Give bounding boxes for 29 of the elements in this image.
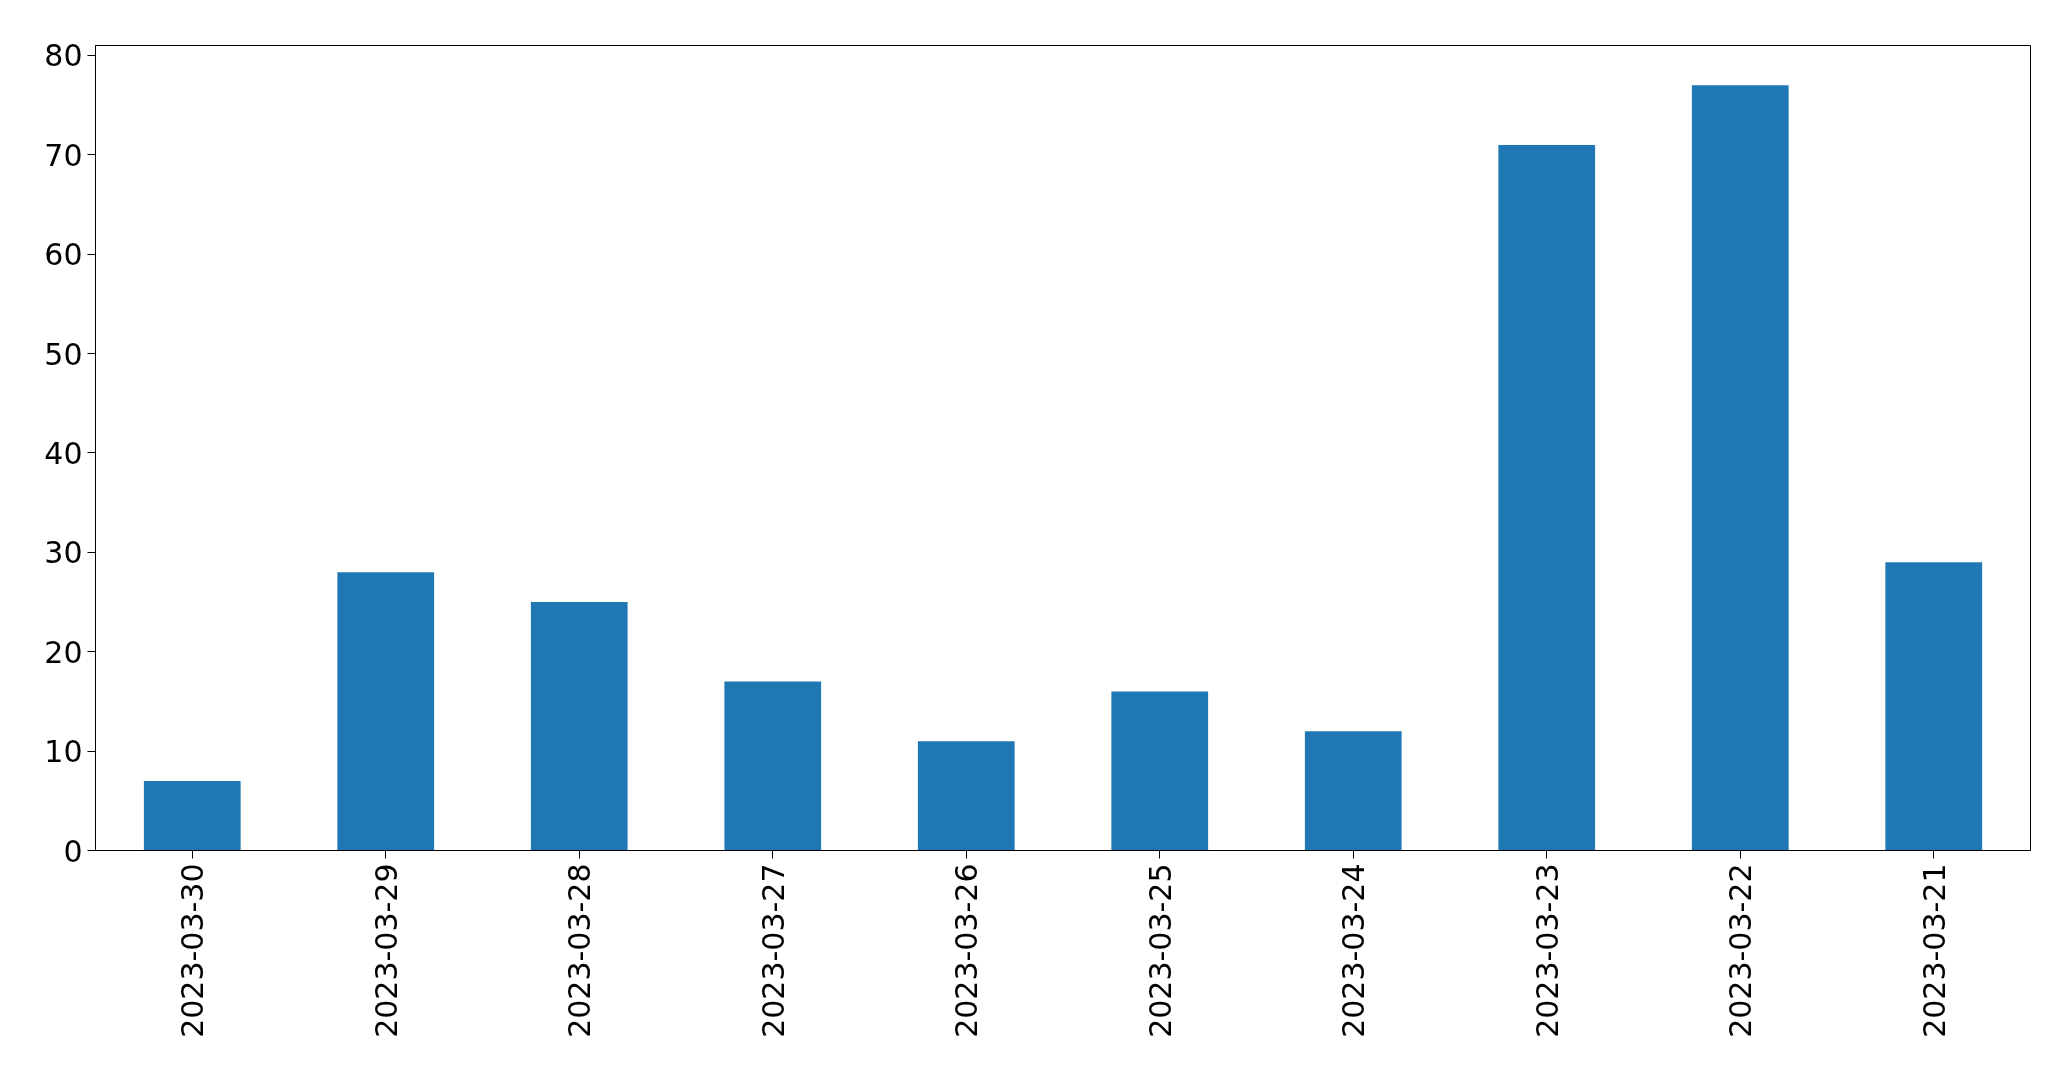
y-tick-label: 50 (44, 336, 83, 372)
bar (1304, 731, 1402, 851)
y-tick-label: 30 (44, 535, 83, 571)
y-tick-label: 10 (44, 734, 83, 770)
bar (530, 602, 628, 851)
y-tick-label: 80 (44, 38, 83, 74)
bar (724, 681, 822, 851)
bar (1691, 85, 1789, 851)
bar (337, 572, 435, 851)
y-tick-label: 60 (44, 237, 83, 273)
x-tick-label: 2023-03-24 (1336, 863, 1372, 1038)
bar (1885, 562, 1983, 851)
x-tick-label: 2023-03-29 (368, 863, 404, 1038)
y-tick-label: 40 (44, 435, 83, 471)
y-tick-label: 70 (44, 137, 83, 173)
x-tick-label: 2023-03-30 (175, 863, 211, 1038)
bar (1498, 144, 1596, 851)
x-tick-label: 2023-03-28 (562, 863, 598, 1038)
x-tick-label: 2023-03-27 (755, 863, 791, 1038)
x-tick-label: 2023-03-22 (1723, 863, 1759, 1038)
y-tick-label: 20 (44, 634, 83, 670)
x-tick-label: 2023-03-25 (1142, 863, 1178, 1038)
bar (1111, 691, 1209, 851)
bar (143, 780, 241, 851)
x-tick-label: 2023-03-26 (949, 863, 985, 1038)
x-tick-label: 2023-03-21 (1916, 863, 1952, 1038)
x-tick-label: 2023-03-23 (1529, 863, 1565, 1038)
bar (917, 741, 1015, 851)
y-tick-label: 0 (63, 833, 83, 869)
